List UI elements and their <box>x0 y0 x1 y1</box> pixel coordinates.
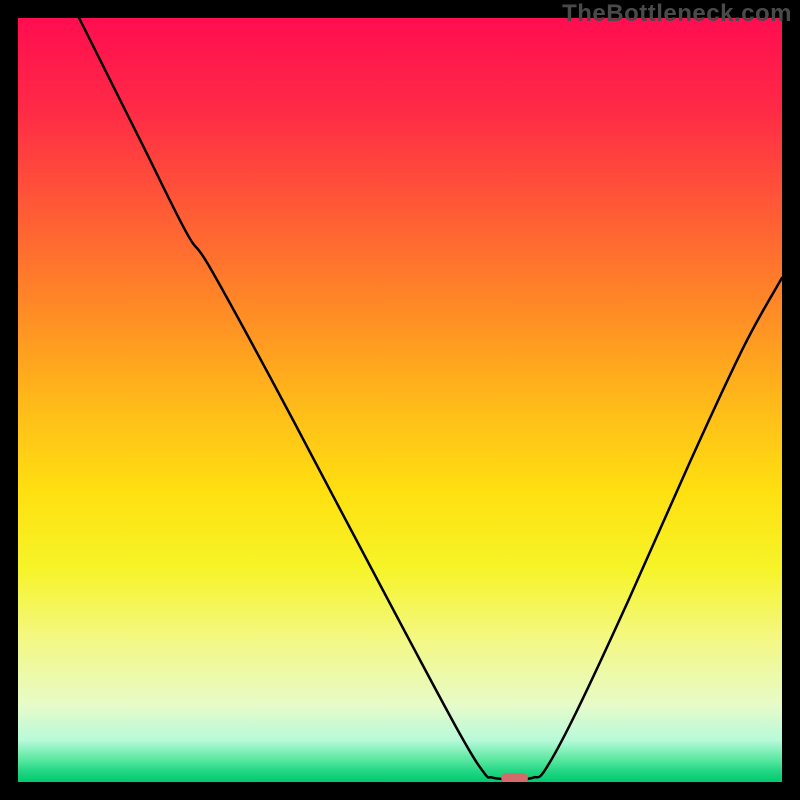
optimal-point-marker <box>501 773 528 782</box>
chart-svg <box>18 18 782 782</box>
bottleneck-chart: TheBottleneck.com <box>0 0 800 800</box>
gradient-background <box>18 18 782 782</box>
watermark-text: TheBottleneck.com <box>562 0 792 28</box>
plot-area <box>18 18 782 782</box>
